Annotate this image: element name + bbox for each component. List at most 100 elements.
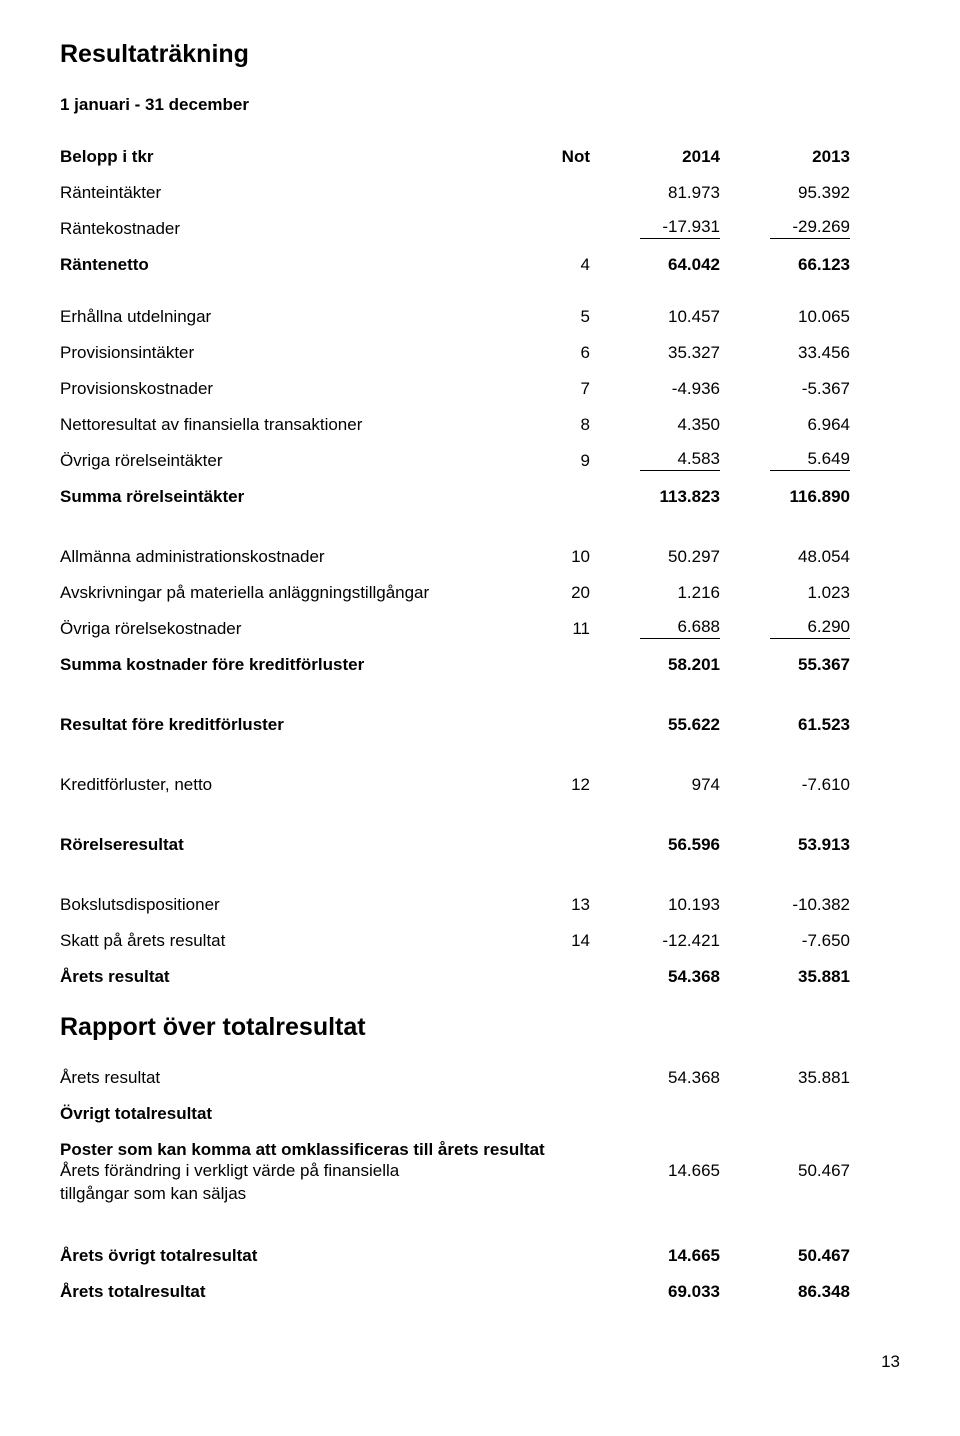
row-label: Övrigt totalresultat <box>60 1104 520 1124</box>
row-val: 58.201 <box>590 655 720 675</box>
row-note: 6 <box>520 343 590 363</box>
row-val: -17.931 <box>590 217 720 239</box>
row-val: -12.421 <box>590 931 720 951</box>
row-val: 53.913 <box>720 835 850 855</box>
row-note: 4 <box>520 255 590 275</box>
table-row: Kreditförluster, netto 12 974 -7.610 <box>60 769 900 795</box>
row-label: Kreditförluster, netto <box>60 775 520 795</box>
header-year2: 2013 <box>720 147 850 167</box>
row-val: -29.269 <box>720 217 850 239</box>
table-row: Nettoresultat av finansiella transaktion… <box>60 409 900 435</box>
row-val: -7.610 <box>720 775 850 795</box>
table-row: Årets förändring i verkligt värde på fin… <box>60 1160 900 1206</box>
table-header: Belopp i tkr Not 2014 2013 <box>60 141 900 167</box>
row-note: 5 <box>520 307 590 327</box>
row-val: 35.881 <box>720 1068 850 1088</box>
row-note: 12 <box>520 775 590 795</box>
page-number: 13 <box>60 1352 900 1372</box>
row-val: 35.881 <box>720 967 850 987</box>
row-val: 14.665 <box>590 1246 720 1266</box>
row-val: 54.368 <box>590 1068 720 1088</box>
row-label: Summa kostnader före kreditförluster <box>60 655 520 675</box>
table-row: Bokslutsdispositioner 13 10.193 -10.382 <box>60 889 900 915</box>
row-val: 6.290 <box>720 617 850 639</box>
row-val: 56.596 <box>590 835 720 855</box>
table-row: Räntenetto 4 64.042 66.123 <box>60 249 900 275</box>
row-label: Provisionsintäkter <box>60 343 520 363</box>
row-val: 113.823 <box>590 487 720 507</box>
row-val: 1.023 <box>720 583 850 603</box>
row-note: 9 <box>520 451 590 471</box>
row-val: 48.054 <box>720 547 850 567</box>
header-label: Belopp i tkr <box>60 147 520 167</box>
row-label: Poster som kan komma att omklassificeras… <box>60 1140 760 1160</box>
row-val: 66.123 <box>720 255 850 275</box>
row-val: 1.216 <box>590 583 720 603</box>
table-row: Erhållna utdelningar 5 10.457 10.065 <box>60 301 900 327</box>
row-label: Årets resultat <box>60 967 520 987</box>
page-title: Resultaträkning <box>60 40 900 69</box>
row-val: 5.649 <box>720 449 850 471</box>
row-val: 50.297 <box>590 547 720 567</box>
row-label: Årets förändring i verkligt värde på fin… <box>60 1160 520 1206</box>
row-val: 35.327 <box>590 343 720 363</box>
row-label: Årets totalresultat <box>60 1282 520 1302</box>
row-val: -7.650 <box>720 931 850 951</box>
row-label: Övriga rörelsekostnader <box>60 619 520 639</box>
row-val: 4.583 <box>590 449 720 471</box>
row-val: 10.193 <box>590 895 720 915</box>
row-val: 86.348 <box>720 1282 850 1302</box>
row-label: Provisionskostnader <box>60 379 520 399</box>
table-row: Resultat före kreditförluster 55.622 61.… <box>60 709 900 735</box>
row-val: -4.936 <box>590 379 720 399</box>
table-row: Övriga rörelsekostnader 11 6.688 6.290 <box>60 613 900 639</box>
row-note: 11 <box>520 619 590 639</box>
row-val: 61.523 <box>720 715 850 735</box>
row-val: 55.367 <box>720 655 850 675</box>
row-val: 69.033 <box>590 1282 720 1302</box>
table-row: Poster som kan komma att omklassificeras… <box>60 1134 900 1160</box>
table-row: Provisionsintäkter 6 35.327 33.456 <box>60 337 900 363</box>
row-label: Räntekostnader <box>60 219 520 239</box>
table-row: Provisionskostnader 7 -4.936 -5.367 <box>60 373 900 399</box>
row-label: Nettoresultat av finansiella transaktion… <box>60 415 520 435</box>
row-label: Räntenetto <box>60 255 520 275</box>
row-val: 50.467 <box>720 1246 850 1266</box>
row-val: 54.368 <box>590 967 720 987</box>
row-note: 14 <box>520 931 590 951</box>
header-note: Not <box>520 147 590 167</box>
table-row: Summa kostnader före kreditförluster 58.… <box>60 649 900 675</box>
row-val: 50.467 <box>720 1160 850 1183</box>
row-label: Övriga rörelseintäkter <box>60 451 520 471</box>
row-val: 10.457 <box>590 307 720 327</box>
table-row: Årets resultat 54.368 35.881 <box>60 961 900 987</box>
section2-title: Rapport över totalresultat <box>60 1013 900 1042</box>
row-label: Rörelseresultat <box>60 835 520 855</box>
table-row: Ränteintäkter 81.973 95.392 <box>60 177 900 203</box>
row-val: 974 <box>590 775 720 795</box>
row-val: 64.042 <box>590 255 720 275</box>
row-label: Avskrivningar på materiella anläggningst… <box>60 583 520 603</box>
row-label: Årets resultat <box>60 1068 520 1088</box>
row-val: 81.973 <box>590 183 720 203</box>
row-label: Resultat före kreditförluster <box>60 715 520 735</box>
row-val: -5.367 <box>720 379 850 399</box>
row-label: Allmänna administrationskostnader <box>60 547 520 567</box>
row-label: Ränteintäkter <box>60 183 520 203</box>
row-label: Erhållna utdelningar <box>60 307 520 327</box>
period-subtitle: 1 januari - 31 december <box>60 95 900 115</box>
row-val: 6.688 <box>590 617 720 639</box>
table-row: Årets totalresultat 69.033 86.348 <box>60 1276 900 1302</box>
table-row: Allmänna administrationskostnader 10 50.… <box>60 541 900 567</box>
row-val: 4.350 <box>590 415 720 435</box>
row-val: 33.456 <box>720 343 850 363</box>
table-row: Årets övrigt totalresultat 14.665 50.467 <box>60 1240 900 1266</box>
row-label: Skatt på årets resultat <box>60 931 520 951</box>
row-note: 10 <box>520 547 590 567</box>
table-row: Skatt på årets resultat 14 -12.421 -7.65… <box>60 925 900 951</box>
row-val: 6.964 <box>720 415 850 435</box>
row-note: 13 <box>520 895 590 915</box>
row-val: 116.890 <box>720 487 850 507</box>
row-val: -10.382 <box>720 895 850 915</box>
table-row: Summa rörelseintäkter 113.823 116.890 <box>60 481 900 507</box>
